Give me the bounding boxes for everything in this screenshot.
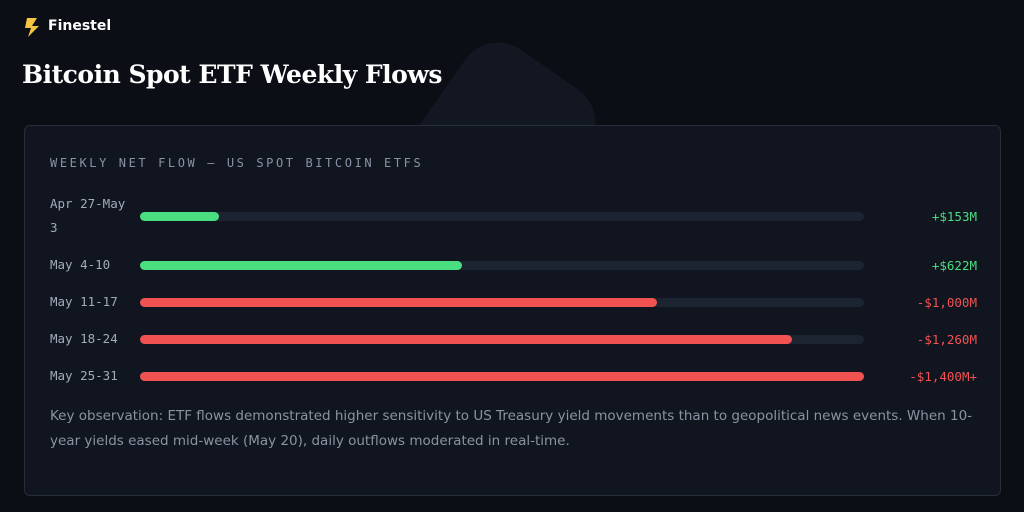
bar [140,371,864,381]
bar-row: May 25-31 -$1,400M+ [50,364,977,388]
bar-track [140,211,864,221]
value-label: +$622M [931,257,977,273]
bar [140,334,792,344]
category-label: May 4-10 [50,257,111,272]
value-label: -$1,000M [916,294,977,310]
bar [140,260,462,270]
logo [25,18,39,37]
chart-title: WEEKLY NET FLOW — US SPOT BITCOIN ETFS [50,156,424,170]
bar [140,297,658,307]
page-title: Bitcoin Spot ETF Weekly Flows [22,60,442,89]
bar-row: May 4-10 +$622M [50,253,977,277]
bar-track [140,260,864,270]
category-label: May 25-31 [50,368,118,383]
note: Key observation: ETF flows demonstrated … [50,408,973,449]
value-label: -$1,400M+ [909,368,977,384]
bar-row: Apr 27-May 3 +$153M [50,192,977,240]
category-label: May 11-17 [50,294,118,309]
bar-track [140,334,864,344]
chart-card: WEEKLY NET FLOW — US SPOT BITCOIN ETFS A… [24,125,1001,496]
bar-row: May 11-17 -$1,000M [50,290,977,314]
bar-track [140,371,864,381]
bar-row: May 18-24 -$1,260M [50,327,977,351]
bar-track [140,297,864,307]
category-label: May 18-24 [50,331,118,346]
bar [140,211,220,221]
value-label: -$1,260M [916,331,977,347]
category-label: Apr 27-May 3 [50,196,126,235]
value-label: +$153M [931,208,977,224]
brand: Finestel [48,18,112,34]
bar-list: Apr 27-May 3 +$153M May 4-10 +$622M May 11-1… [50,192,977,388]
